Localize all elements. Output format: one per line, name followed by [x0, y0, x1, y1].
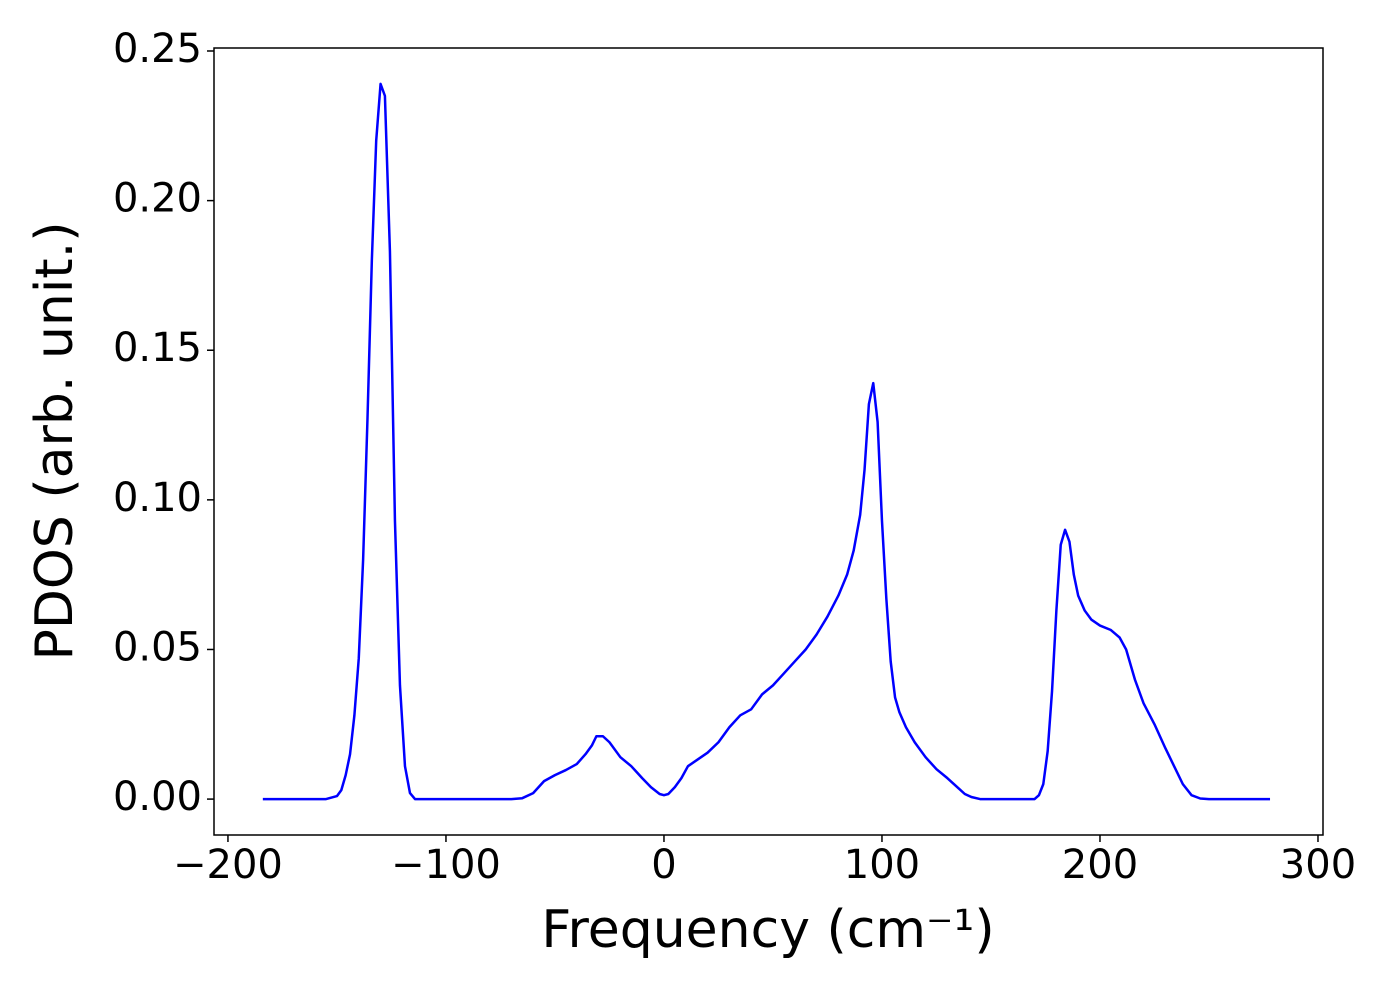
y-tick-label: 0.25: [113, 26, 202, 72]
x-tick-label: 300: [1280, 842, 1356, 888]
x-tick-label: 100: [844, 842, 920, 888]
y-tick-label: 0.05: [113, 624, 202, 670]
x-tick-label: −200: [173, 842, 283, 888]
y-tick-label: 0.10: [113, 475, 202, 521]
y-tick-label: 0.20: [113, 176, 202, 222]
x-tick-label: −100: [391, 842, 501, 888]
y-tick-label: 0.00: [113, 774, 202, 820]
data-line: [262, 82, 1271, 801]
x-tick-label: 0: [651, 842, 676, 888]
y-axis-label: PDOS (arb. unit.): [25, 221, 85, 660]
x-axis-label: Frequency (cm⁻¹): [541, 900, 994, 960]
y-tick-label: 0.15: [113, 325, 202, 371]
plot-frame: [213, 47, 1324, 836]
x-tick-label: 200: [1062, 842, 1138, 888]
